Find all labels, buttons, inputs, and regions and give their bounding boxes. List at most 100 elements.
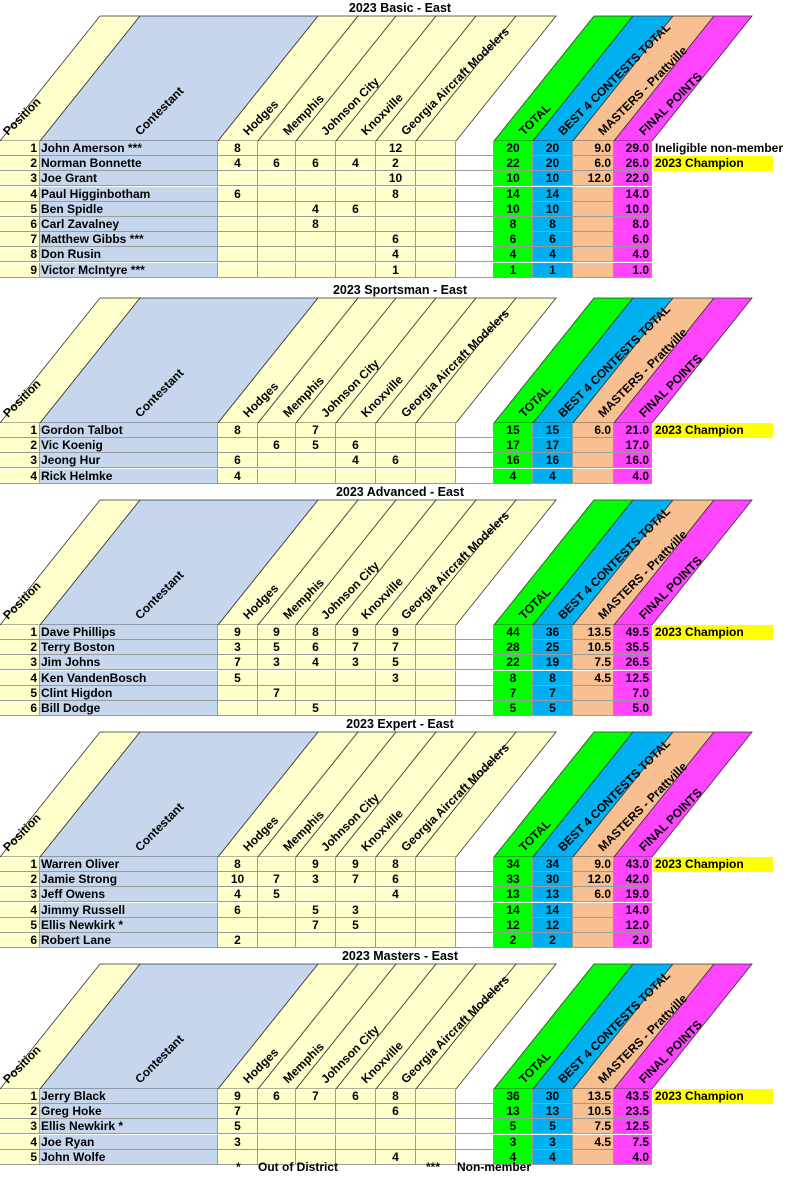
final-points-cell: 14.0: [614, 903, 652, 918]
contest-score: [376, 217, 416, 232]
contest-score: [416, 423, 456, 438]
spacer-cell: [456, 903, 494, 918]
champion-badge: 2023 Champion: [653, 1089, 773, 1104]
contest-score: 2: [218, 933, 258, 948]
contest-score: [258, 903, 296, 918]
final-points-cell: 1.0: [614, 263, 652, 278]
total-cell: 12: [494, 918, 533, 933]
masters-cell: [573, 187, 614, 202]
contestant-name: Ben Spidle: [40, 202, 218, 217]
contest-score: [258, 453, 296, 468]
contest-score: [296, 171, 336, 186]
final-points-cell: 2.0: [614, 933, 652, 948]
final-points-cell: 7.5: [614, 1135, 652, 1150]
contest-score: [416, 701, 456, 716]
spacer-cell: [456, 438, 494, 453]
position-cell: 6: [0, 701, 40, 716]
final-points-cell: 10.0: [614, 202, 652, 217]
contest-score: [376, 918, 416, 933]
best4-cell: 4: [533, 247, 573, 262]
contest-score: [336, 247, 376, 262]
best4-cell: 4: [533, 469, 573, 484]
contest-score: 7: [336, 640, 376, 655]
masters-cell: [573, 247, 614, 262]
out-of-district-label: Out of District: [258, 1160, 338, 1174]
total-cell: 13: [494, 887, 533, 902]
contestant-name: Rick Helmke: [40, 469, 218, 484]
contestant-name: Warren Oliver: [40, 857, 218, 872]
spacer-cell: [456, 701, 494, 716]
contest-score: [296, 686, 336, 701]
contest-score: [376, 933, 416, 948]
contest-score: [416, 171, 456, 186]
contest-score: [416, 202, 456, 217]
total-cell: 15: [494, 423, 533, 438]
contest-score: 5: [218, 671, 258, 686]
masters-cell: [573, 453, 614, 468]
position-cell: 4: [0, 1135, 40, 1150]
contestant-name: Jeff Owens: [40, 887, 218, 902]
contest-score: [336, 1104, 376, 1119]
masters-cell: [573, 202, 614, 217]
contest-score: [258, 247, 296, 262]
spacer-cell: [456, 640, 494, 655]
contest-score: 6: [336, 202, 376, 217]
position-cell: 2: [0, 438, 40, 453]
contest-score: [336, 187, 376, 202]
position-cell: 7: [0, 232, 40, 247]
contest-score: [416, 933, 456, 948]
contest-score: [218, 217, 258, 232]
masters-cell: [573, 438, 614, 453]
spacer-cell: [456, 671, 494, 686]
contestant-name: Paul Higginbotham: [40, 187, 218, 202]
contest-score: 10: [218, 872, 258, 887]
best4-cell: 2: [533, 933, 573, 948]
final-points-cell: 6.0: [614, 232, 652, 247]
contestant-name: Carl Zavalney: [40, 217, 218, 232]
spacer-cell: [456, 469, 494, 484]
contest-score: [218, 686, 258, 701]
position-cell: 1: [0, 625, 40, 640]
final-points-cell: 12.5: [614, 671, 652, 686]
contest-score: [336, 1135, 376, 1150]
final-points-cell: 4.0: [614, 1150, 652, 1165]
masters-cell: 10.5: [573, 640, 614, 655]
spacer-cell: [456, 625, 494, 640]
contestant-name: Jimmy Russell: [40, 903, 218, 918]
contest-score: 9: [258, 625, 296, 640]
contestant-name: John Amerson ***: [40, 141, 218, 156]
total-cell: 17: [494, 438, 533, 453]
contest-score: [296, 187, 336, 202]
contest-score: [376, 423, 416, 438]
contest-score: [376, 903, 416, 918]
best4-cell: 13: [533, 887, 573, 902]
final-points-cell: 4.0: [614, 247, 652, 262]
best4-cell: 15: [533, 423, 573, 438]
contest-score: 6: [218, 453, 258, 468]
contest-score: [218, 263, 258, 278]
best4-cell: 36: [533, 625, 573, 640]
total-cell: 28: [494, 640, 533, 655]
contest-score: [416, 1104, 456, 1119]
position-cell: 6: [0, 933, 40, 948]
best4-cell: 1: [533, 263, 573, 278]
contest-score: 8: [376, 857, 416, 872]
position-cell: 5: [0, 918, 40, 933]
contest-score: 3: [376, 671, 416, 686]
contestant-name: Gordon Talbot: [40, 423, 218, 438]
contest-score: 4: [376, 1150, 416, 1165]
spacer-cell: [456, 918, 494, 933]
contest-score: 9: [218, 1089, 258, 1104]
contest-score: [296, 453, 336, 468]
contest-score: [416, 141, 456, 156]
contest-score: [336, 423, 376, 438]
contest-score: [336, 701, 376, 716]
contest-score: [376, 1119, 416, 1134]
masters-cell: [573, 469, 614, 484]
contest-score: 6: [336, 438, 376, 453]
spacer-cell: [456, 171, 494, 186]
contest-score: 7: [258, 686, 296, 701]
best4-cell: 6: [533, 232, 573, 247]
contest-score: [296, 671, 336, 686]
